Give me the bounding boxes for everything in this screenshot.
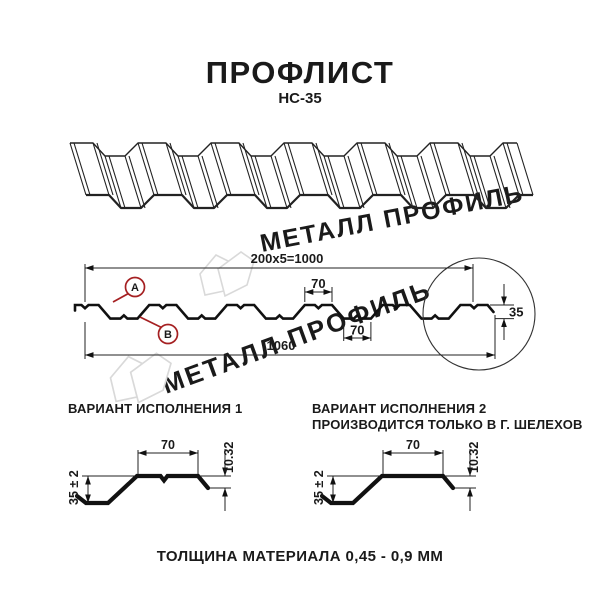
dim-label: 70 — [161, 438, 175, 452]
dim-label: 70 — [406, 438, 420, 452]
dim-label: 35 — [509, 305, 523, 320]
material-thickness-note: ТОЛЩИНА МАТЕРИАЛА 0,45 - 0,9 ММ — [157, 548, 444, 565]
variant-1-dim-edge: 10.32 — [200, 442, 236, 511]
dim-label: 10.32 — [222, 442, 236, 473]
cross-section-drawing: 200x5=1000 70 70 35 1 — [73, 251, 536, 371]
variant-2-dim-edge: 10.32 — [445, 442, 481, 511]
dim-top-total: 200x5=1000 — [84, 251, 474, 302]
watermark-text: МЕТАЛЛ ПРОФИЛЬ — [258, 179, 527, 258]
dim-bottom-total: 1060 — [84, 315, 496, 359]
marker-a-label: A — [131, 282, 139, 294]
dim-top-rib: 70 — [304, 276, 333, 302]
title-block: ПРОФЛИСТ НС-35 — [206, 55, 395, 107]
detail-circle — [422, 257, 536, 371]
marker-b-label: B — [164, 329, 172, 341]
dim-label: 70 — [311, 276, 325, 291]
variant-1-section: ВАРИАНТ ИСПОЛНЕНИЯ 1 70 10.32 35 ± 2 — [67, 401, 242, 511]
dim-label: 35 ± 2 — [312, 470, 326, 505]
variant-2-subheading: ПРОИЗВОДИТСЯ ТОЛЬКО В Г. ШЕЛЕХОВ — [312, 417, 583, 432]
metall-profil-logo-icon — [109, 352, 172, 404]
side-marker-b: B — [139, 316, 179, 345]
watermark-text: МЕТАЛЛ ПРОФИЛЬ — [158, 274, 436, 400]
dim-label: 10.32 — [467, 442, 481, 473]
page-title: ПРОФЛИСТ — [206, 55, 395, 90]
variant-1-dim-height: 35 ± 2 — [67, 470, 135, 505]
variant-2-dim-width: 70 — [382, 438, 444, 474]
variant-1-profile — [74, 473, 211, 506]
dim-label: 200x5=1000 — [251, 251, 324, 266]
variant-2-profile — [319, 473, 456, 506]
dim-bottom-rib: 70 — [343, 322, 372, 341]
variant-1-dim-width: 70 — [137, 438, 199, 474]
variant-2-heading: ВАРИАНТ ИСПОЛНЕНИЯ 2 — [312, 401, 486, 416]
side-marker-a: A — [112, 276, 146, 303]
cross-section-profile — [73, 303, 495, 320]
dim-height: 35 — [490, 284, 523, 340]
dim-label: 70 — [350, 323, 364, 338]
dim-label: 35 ± 2 — [67, 470, 81, 505]
variant-2-section: ВАРИАНТ ИСПОЛНЕНИЯ 2 ПРОИЗВОДИТСЯ ТОЛЬКО… — [312, 401, 583, 511]
variant-1-heading: ВАРИАНТ ИСПОЛНЕНИЯ 1 — [68, 401, 242, 416]
dim-label: 1060 — [267, 338, 296, 353]
sheet-3d-view — [69, 142, 534, 210]
metall-profil-logo-icon — [199, 251, 255, 298]
variant-2-dim-height: 35 ± 2 — [312, 470, 380, 505]
page-subtitle: НС-35 — [278, 90, 321, 107]
